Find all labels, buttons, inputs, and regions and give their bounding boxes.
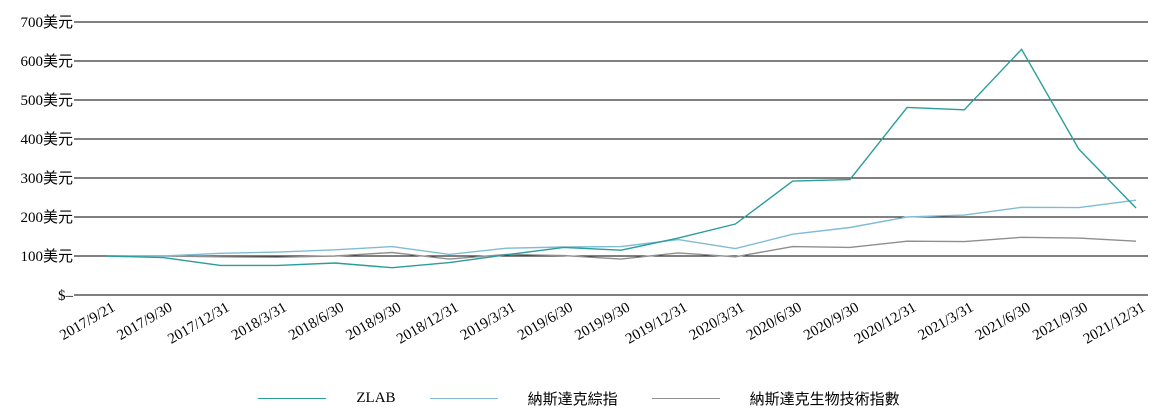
x-tick-label: 2021/6/30 <box>973 300 1034 344</box>
legend-item-nasdaq-biotech: 納斯達克生物技術指數 <box>651 388 900 409</box>
line-chart: $– 100美元 200美元 300美元 400美元 500美元 600美元 700美元 20… <box>20 14 1148 348</box>
x-tick-label: 2017/9/21 <box>57 300 118 344</box>
x-tick-label: 2021/3/31 <box>916 300 977 344</box>
series-line-2 <box>106 236 1137 260</box>
legend-swatch-nasdaq-composite <box>429 397 498 399</box>
x-tick-label: 2020/12/31 <box>852 300 919 348</box>
x-tick-label: 2021/9/30 <box>1030 300 1091 344</box>
x-tick-label: 2017/12/31 <box>165 300 232 348</box>
y-tick-label: 300美元 <box>20 170 73 187</box>
y-tick-label: 500美元 <box>20 92 73 109</box>
legend-swatch-nasdaq-biotech <box>651 397 720 399</box>
y-tick-label: 600美元 <box>20 53 73 70</box>
x-tick-label: 2019/3/31 <box>458 300 519 344</box>
x-axis-labels: 2017/9/212017/9/302017/12/312018/3/31201… <box>57 300 1148 348</box>
legend-label-nasdaq-composite: 納斯達克綜指 <box>527 391 618 408</box>
x-tick-label: 2018/12/31 <box>394 300 461 348</box>
legend-swatch-zlab <box>258 397 327 399</box>
legend-item-zlab: ZLAB <box>258 389 396 407</box>
y-tick-label: 700美元 <box>20 14 73 31</box>
x-tick-label: 2018/6/30 <box>286 300 347 344</box>
x-tick-label: 2020/3/31 <box>687 300 748 344</box>
legend: ZLAB 納斯達克綜指 納斯達克生物技術指數 <box>0 388 1158 408</box>
y-tick-label: 400美元 <box>20 131 73 148</box>
y-tick-label: 100美元 <box>20 248 73 265</box>
grid-lines <box>74 21 1148 296</box>
series-lines <box>105 48 1137 269</box>
legend-item-nasdaq-composite: 納斯達克綜指 <box>429 388 618 409</box>
series-line-0 <box>105 48 1137 269</box>
x-tick-label: 2020/6/30 <box>744 300 805 344</box>
y-axis-labels: $– 100美元 200美元 300美元 400美元 500美元 600美元 700美元 <box>20 14 73 304</box>
x-tick-label: 2018/3/31 <box>229 300 290 344</box>
legend-label-zlab: ZLAB <box>356 389 396 406</box>
x-tick-label: 2020/9/30 <box>801 300 862 344</box>
x-tick-label: 2021/12/31 <box>1081 300 1148 348</box>
series-line-1 <box>106 199 1137 257</box>
x-tick-label: 2019/6/30 <box>515 300 576 344</box>
y-tick-label: $– <box>58 288 74 304</box>
y-tick-label: 200美元 <box>20 209 73 226</box>
legend-label-nasdaq-biotech: 納斯達克生物技術指數 <box>749 391 900 408</box>
x-tick-label: 2019/12/31 <box>623 300 690 348</box>
